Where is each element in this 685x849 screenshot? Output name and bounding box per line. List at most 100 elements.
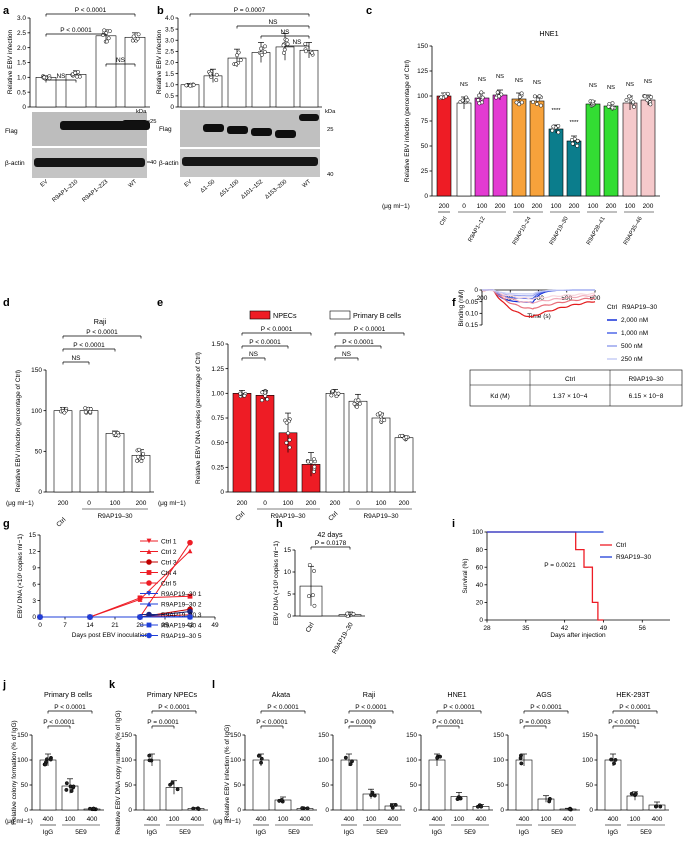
panel-g-y-tick-label: 3: [32, 598, 36, 605]
panel-i-xlabel: Days after injection: [550, 632, 606, 639]
panel-b-bar-5-dot: [303, 42, 308, 46]
panel-a-bar-3-dot: [135, 36, 140, 41]
panel-e-bar-6: [371, 417, 391, 493]
panel-g-legend-label-1: Ctrl 2: [161, 549, 177, 556]
panel-c-title: HNE1: [539, 29, 558, 38]
panel-h-bar-1-dot: [351, 612, 356, 616]
panel-e-conc-0: 200: [237, 500, 248, 507]
panel-b-band: [251, 128, 272, 136]
panel-g-legend-label-7: R9AP19–30 3: [161, 612, 202, 619]
panel-d-sig-2-p-value: NS: [71, 355, 81, 362]
panel-c-group-label-5: R9AP35–46: [623, 216, 644, 246]
panel-e-bar-2-dot: [284, 440, 289, 445]
panel-e-bar-7-dot: [400, 433, 404, 438]
panel-e-sig-1-p-value: P < 0.0001: [249, 339, 281, 346]
panel-c-bar-4-dot: [514, 100, 519, 105]
panel-f-legend-r9ap: R9AP19–30: [622, 304, 657, 311]
panel-g-legend-marker-3: [146, 570, 152, 575]
panel-f-table-kd-r9ap: 6.15 × 10−8: [629, 393, 664, 400]
panel-c-group-label-4: R9AP28–41: [586, 216, 607, 246]
panel-l-4-group-igg: IgG: [608, 829, 618, 836]
panel-g-y-tick-label: 0: [32, 614, 36, 621]
panel-e-legend-bcells: Primary B cells: [353, 311, 401, 320]
panel-a-y-tick-label: 0.5: [17, 89, 26, 96]
panel-c-bar-2-dot: [480, 95, 485, 100]
panel-d-ylabel: Relative EBV infection (percentage of Ct…: [15, 370, 22, 492]
panel-b-bar-0-dot: [184, 83, 189, 88]
panel-j-bar-0-dot: [43, 762, 48, 767]
panel-d-bar-3-dot: [136, 454, 141, 459]
panel-j-bar-1-dot: [64, 787, 69, 792]
panel-l-3-y-tick-label: 0: [500, 807, 504, 814]
panel-a-sig-1-p-value: P < 0.0001: [60, 27, 92, 34]
panel-c-bar-9-dot: [606, 104, 611, 109]
panel-d-bar-2-dot: [116, 433, 121, 438]
panel-b-y-tick-label: 2.5: [165, 49, 174, 56]
panel-l-1-group-5e9: 5E9: [376, 829, 388, 836]
panel-l-4-conc-1: 100: [630, 816, 641, 823]
panel-e-bar-1-dot: [260, 398, 264, 403]
panel-j-conc-2: 400: [87, 816, 98, 823]
panel-l-2-bar-0-dot: [438, 754, 443, 759]
panel-c-bar-4: [511, 98, 527, 197]
panel-b-bar-4-dot: [284, 38, 289, 43]
panel-c-conc-1: 0: [462, 203, 466, 210]
panel-f-legend-label-0: 2,000 nM: [621, 317, 648, 324]
panel-i-x-tick-label: 56: [639, 625, 647, 632]
panel-g-point-3: [187, 593, 193, 599]
panel-d-bar-2-dot: [112, 431, 116, 435]
panel-e-bar-5-dot: [352, 401, 357, 406]
panel-letter-b: b: [157, 5, 164, 17]
panel-h-y-tick-label: 0: [287, 613, 291, 620]
panel-g-x-tick-label: 42: [186, 622, 194, 629]
panel-c-conc-3: 200: [495, 203, 506, 210]
panel-l-3-bar-0-dot: [519, 761, 524, 766]
panel-d-bar-1-dot: [88, 407, 93, 411]
panel-h-bar-0-dot: [312, 569, 316, 573]
panel-a-y-tick-label: 2.0: [17, 45, 26, 52]
panel-c-conc-2: 100: [477, 203, 488, 210]
panel-f-table-h-r9ap: R9AP19–30: [628, 376, 663, 383]
panel-c-y-tick-label: 50: [421, 143, 429, 150]
panel-b-x-label-3: Δ101–152: [240, 179, 264, 201]
panel-l-3-y-tick-label: 50: [497, 782, 505, 789]
panel-i-y-tick-label: 80: [476, 547, 484, 554]
panel-i-legend-label-0: Ctrl: [616, 542, 627, 549]
panel-i-y-tick-label: 20: [476, 600, 484, 607]
panel-b-sig-1-p-value: NS: [268, 19, 278, 26]
panel-c-y-tick-label: 150: [417, 43, 428, 50]
panel-j-bar-1-dot: [64, 781, 69, 786]
panel-f-y-tick-label: 0.05: [465, 299, 478, 306]
panel-l-2-y-tick-label: 0: [413, 807, 417, 814]
panel-l-0-group-5e9: 5E9: [288, 829, 300, 836]
panel-j-bar-0-dot: [44, 757, 49, 762]
panel-c-bar-3: [492, 94, 508, 197]
panel-c-bar-4-dot: [517, 94, 522, 99]
panel-l-2-title: HNE1: [447, 690, 466, 699]
panel-letter-j: j: [2, 679, 6, 691]
panel-l-1-conc-2: 400: [388, 816, 399, 823]
panel-j-conc-1: 100: [65, 816, 76, 823]
panel-i-x-tick-label: 42: [561, 625, 569, 632]
panel-c-conc-7: 200: [569, 203, 580, 210]
panel-letter-l: l: [212, 679, 215, 691]
panel-letter-c: c: [366, 5, 372, 17]
panel-d-conc-3: 200: [136, 500, 147, 507]
panel-b-bar-2-dot: [236, 50, 241, 55]
panel-d-conc-1: 0: [87, 500, 91, 507]
panel-j-bar-2-dot: [91, 806, 96, 811]
panel-l-1-bar-2-dot: [393, 802, 398, 807]
panel-c-ylabel: Relative EBV infection (percentage of Ct…: [404, 60, 411, 182]
panel-b-x-label-4: Δ153–200: [264, 179, 288, 201]
panel-e-y-tick-label: 1.50: [211, 341, 224, 348]
panel-l-0-group-igg: IgG: [256, 829, 266, 836]
panel-l-3-conc-2: 400: [563, 816, 574, 823]
panel-a-bar-1: [65, 74, 87, 108]
panel-f-y-tick-label: 0.10: [465, 311, 478, 318]
panel-e-bar-2-dot: [284, 420, 289, 425]
panel-i-y-tick-label: 40: [476, 582, 484, 589]
panel-g-ylabel: EBV DNA (×10³ copies ml−1): [17, 534, 24, 618]
panel-e-bar-2-dot: [286, 431, 291, 436]
panel-e-bar-2-dot: [287, 445, 292, 450]
